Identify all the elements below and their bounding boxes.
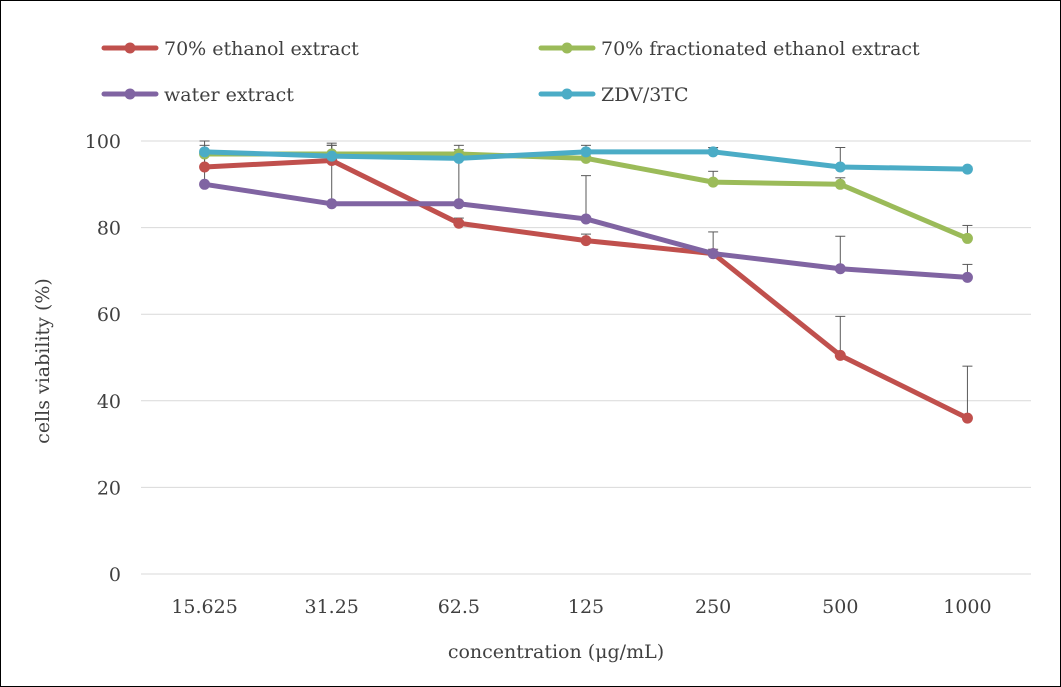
- data-point: [326, 150, 338, 162]
- legend-label: 70% fractionated ethanol extract: [601, 38, 920, 60]
- y-axis-label: cells viability (%): [32, 278, 54, 444]
- data-point: [834, 161, 846, 173]
- data-point: [834, 178, 846, 190]
- data-point: [580, 213, 592, 225]
- y-tick-label: 0: [109, 564, 121, 586]
- y-tick-label: 100: [85, 131, 121, 153]
- gridlines: [141, 140, 1031, 575]
- data-point: [961, 271, 973, 283]
- x-axis-ticks: 15.625 31.25 62.5 125 250 500 1000: [171, 596, 991, 618]
- x-tick-label: 62.5: [438, 596, 480, 618]
- data-point: [707, 146, 719, 158]
- data-point: [199, 146, 211, 158]
- legend-swatch-marker: [124, 42, 136, 54]
- data-point: [834, 349, 846, 361]
- legend-swatch-marker: [561, 42, 573, 54]
- x-tick-label: 125: [568, 596, 604, 618]
- y-tick-label: 80: [97, 218, 121, 240]
- data-point: [326, 198, 338, 210]
- data-point: [580, 146, 592, 158]
- x-axis-label: concentration (μg/mL): [448, 641, 664, 663]
- legend-label: 70% ethanol extract: [164, 38, 359, 60]
- error-bars: [199, 140, 973, 419]
- y-tick-label: 20: [97, 477, 121, 499]
- data-point: [707, 248, 719, 260]
- x-tick-label: 500: [822, 596, 858, 618]
- data-point: [453, 152, 465, 164]
- legend: 70% ethanol extract 70% fractionated etha…: [101, 38, 920, 106]
- legend-label: water extract: [164, 84, 294, 106]
- data-point: [199, 178, 211, 190]
- legend-swatch-marker: [124, 88, 136, 100]
- x-tick-label: 1000: [943, 596, 991, 618]
- y-tick-label: 60: [97, 304, 121, 326]
- y-axis-ticks: 0 20 40 60 80 100: [85, 131, 121, 586]
- data-point: [580, 235, 592, 247]
- data-point: [199, 161, 211, 173]
- data-point: [961, 232, 973, 244]
- y-tick-label: 40: [97, 391, 121, 413]
- x-tick-label: 31.25: [305, 596, 359, 618]
- x-tick-label: 250: [695, 596, 731, 618]
- data-point: [707, 176, 719, 188]
- x-tick-label: 15.625: [171, 596, 237, 618]
- data-point: [961, 163, 973, 175]
- data-point: [453, 198, 465, 210]
- series-lines: [199, 146, 973, 424]
- legend-label: ZDV/3TC: [601, 84, 689, 106]
- data-point: [834, 263, 846, 275]
- data-point: [961, 412, 973, 424]
- legend-swatch-marker: [561, 88, 573, 100]
- data-point: [453, 217, 465, 229]
